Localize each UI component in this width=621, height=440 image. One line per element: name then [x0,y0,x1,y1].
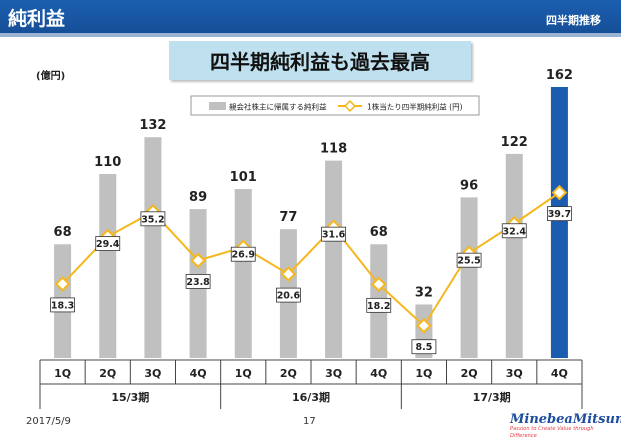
eps-value-label: 18.3 [51,300,74,311]
x-tick-label: 2Q [461,367,478,380]
eps-label-box [547,206,572,222]
eps-value-label: 35.2 [141,214,164,225]
eps-value-label: 20.6 [277,291,301,302]
bar [550,87,568,358]
bar-value-label: 101 [230,170,257,185]
bar [325,160,343,358]
fiscal-year-label: 15/3期 [111,390,149,404]
headline-banner: 四半期純利益も過去最高 [169,41,471,80]
x-tick-label: 4Q [190,367,207,380]
eps-label-box [456,252,482,268]
logo-tagline: Passion to Create Value through Differen… [510,426,594,439]
bar-value-label: 96 [460,178,478,193]
headline-text: 四半期純利益も過去最高 [210,50,430,74]
legend-box [190,95,480,116]
bar-value-label: 77 [279,210,297,225]
page-subtitle: 四半期推移 [546,14,601,27]
bar-value-label: 68 [370,225,388,240]
header-divider [0,33,621,37]
bar [234,189,252,358]
x-tick-label: 2Q [99,367,116,380]
x-tick-label: 1Q [235,367,252,380]
eps-label-box [95,236,121,251]
bar-value-label: 110 [94,155,121,170]
bar-value-label: 89 [189,190,207,205]
legend-bar-label: 親会社株主に帰属する純利益 [229,102,327,112]
eps-marker [54,276,71,292]
x-tick-label: 4Q [370,367,387,380]
footer-date: 2017/5/9 [26,416,71,427]
eps-value-label: 31.6 [322,230,346,241]
eps-label-box [140,211,166,227]
eps-marker [280,266,297,282]
bar-value-label: 122 [501,135,528,150]
x-tick-label: 1Q [415,367,432,380]
eps-value-label: 29.4 [96,239,120,250]
eps-marker [551,184,568,201]
logo-wordmark: MinebeaMitsumi [510,412,621,427]
bar [460,197,478,358]
eps-label-box [185,274,211,289]
eps-value-label: 39.7 [548,209,571,220]
page-number: 17 [303,416,316,427]
eps-label-box [321,226,346,242]
x-tick-label: 2Q [280,367,297,380]
bar-value-label: 162 [546,68,573,83]
eps-label-box [276,287,301,303]
eps-marker [190,252,206,269]
legend-line-marker [343,99,357,113]
eps-value-label: 26.9 [232,250,255,261]
eps-label-box [50,297,75,313]
bar-value-label: 118 [320,142,347,157]
header-bar: 純利益 四半期推移 [0,0,621,33]
bar-value-label: 68 [54,225,72,240]
page-title: 純利益 [8,8,66,30]
fiscal-year-label: 16/3期 [292,390,330,404]
eps-label-box [230,246,256,262]
eps-label-box [366,297,392,313]
bar-value-label: 132 [139,118,166,133]
bar [144,137,162,358]
eps-value-label: 32.4 [503,226,527,237]
bar-value-label: 32 [415,285,433,300]
eps-label-box [411,339,437,355]
eps-value-label: 25.5 [457,256,480,267]
x-tick-label: 3Q [144,367,161,380]
x-tick-label: 3Q [506,367,523,380]
eps-marker [416,317,432,334]
eps-label-box [501,223,527,239]
eps-line [61,191,560,328]
x-tick-label: 1Q [54,367,71,380]
company-logo: MinebeaMitsumi Passion to Create Value t… [510,412,621,439]
y-axis-unit-label: (億円) [36,69,65,82]
eps-value-label: 18.2 [367,301,390,312]
eps-value-label: 8.5 [415,342,432,353]
legend-bar-swatch [209,102,226,110]
bar [505,153,523,358]
x-tick-label: 3Q [325,367,342,380]
x-tick-label: 4Q [551,367,568,380]
fiscal-year-label: 17/3期 [473,390,511,404]
eps-value-label: 23.8 [186,277,210,288]
bar [99,173,117,358]
eps-marker [370,276,387,293]
legend-line-label: 1株当たり四半期純利益 (円) [367,102,463,112]
